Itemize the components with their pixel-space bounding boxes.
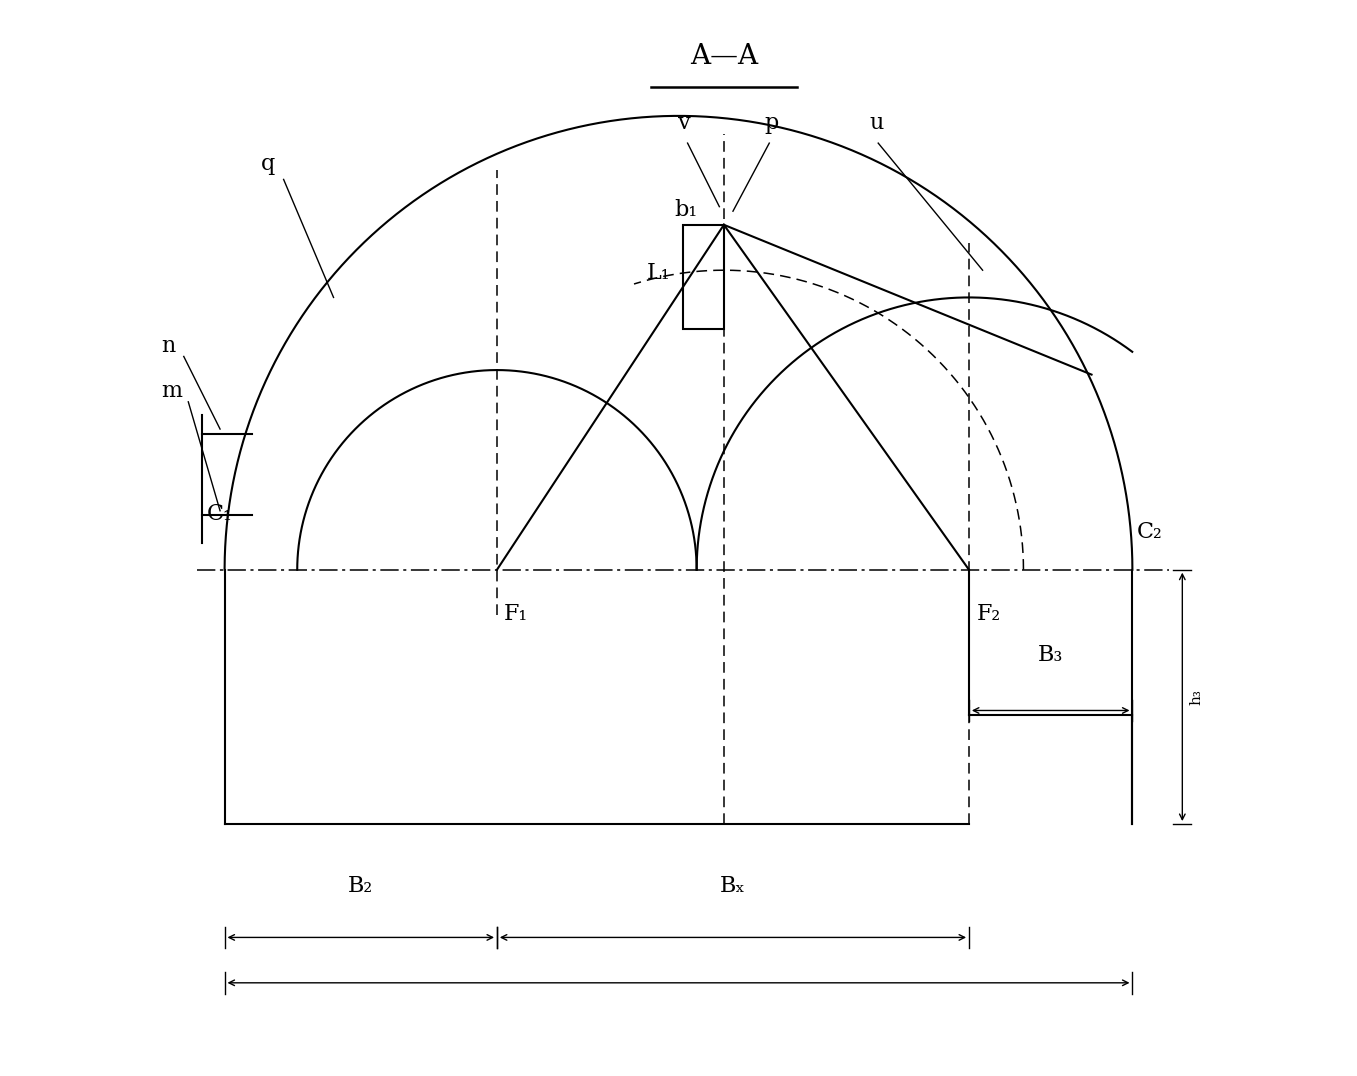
- Text: B₃: B₃: [1038, 643, 1064, 666]
- Text: u: u: [868, 113, 883, 134]
- Bar: [683, 225, 723, 329]
- Text: h₃: h₃: [1189, 689, 1202, 705]
- Text: C₁: C₁: [206, 502, 232, 525]
- Text: n: n: [161, 335, 175, 357]
- Text: F₂: F₂: [976, 603, 1000, 625]
- Text: B₂: B₂: [349, 875, 373, 897]
- Text: m: m: [161, 380, 182, 402]
- Text: b₁: b₁: [674, 199, 697, 221]
- Text: A—A: A—A: [689, 43, 759, 71]
- Text: v: v: [678, 113, 691, 134]
- Text: p: p: [765, 113, 779, 134]
- Text: C₂: C₂: [1137, 521, 1163, 543]
- Text: Bₓ: Bₓ: [721, 875, 746, 897]
- Text: q: q: [261, 154, 275, 175]
- Text: F₁: F₁: [505, 603, 528, 625]
- Text: L₁: L₁: [647, 263, 670, 284]
